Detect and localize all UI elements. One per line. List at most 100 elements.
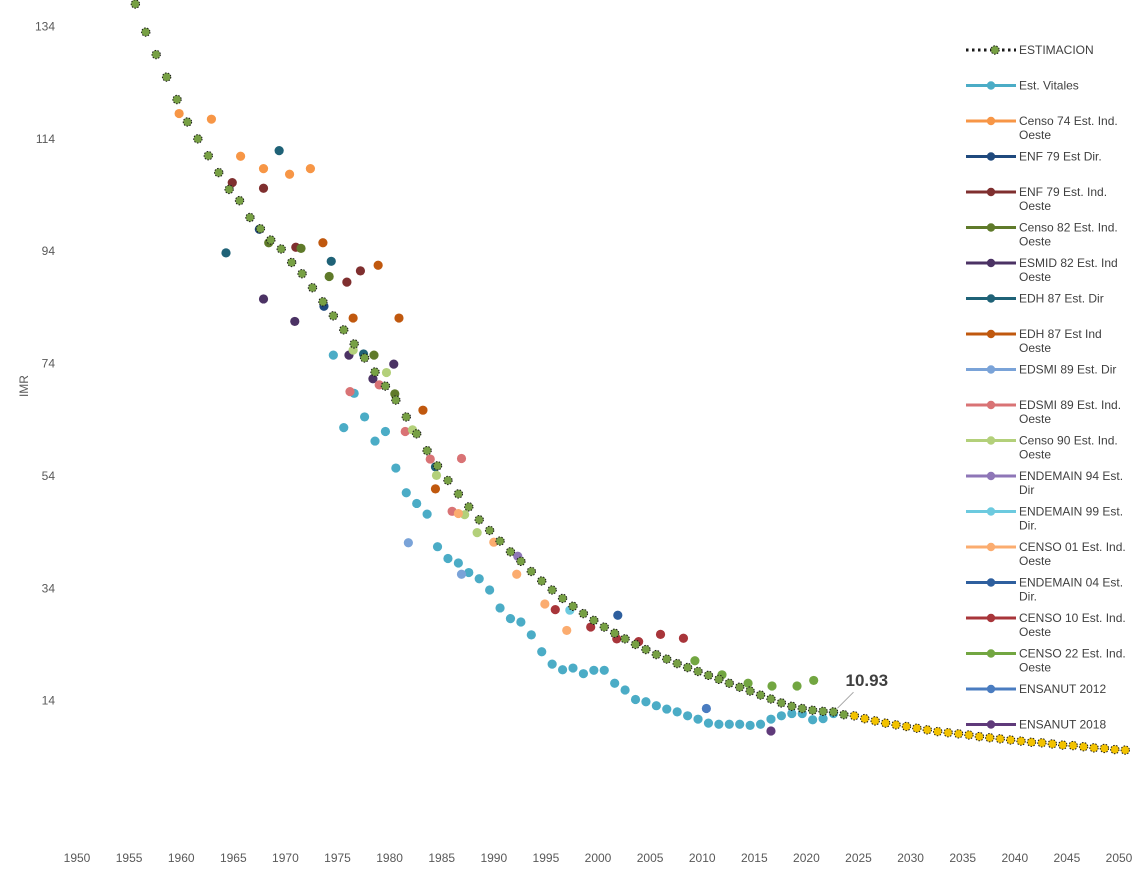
series-point [464, 567, 474, 578]
legend-label: Est. Vitales [1019, 79, 1079, 93]
series-point [326, 256, 336, 266]
x-tick-label: 2020 [793, 851, 820, 865]
estimation-point [307, 283, 318, 293]
series-point [743, 678, 753, 688]
x-tick-label: 1975 [324, 851, 351, 865]
estimation-point [318, 297, 328, 307]
estimation-point [807, 705, 818, 715]
series-point [318, 238, 328, 248]
estimation-point [380, 381, 391, 391]
estimation-point [766, 694, 776, 704]
x-tick-label: 2045 [1054, 851, 1081, 865]
projection-point [860, 713, 870, 724]
series-point [512, 569, 522, 579]
legend-item: ENDEMAIN 04 Est. Dir. [966, 576, 1123, 604]
estimation-point [693, 666, 703, 677]
estimation-point [453, 489, 464, 499]
estimation-point [495, 536, 505, 546]
x-tick-label: 1970 [272, 851, 299, 865]
series-point [655, 629, 666, 639]
legend-item: ENDEMAIN 99 Est. Dir. [966, 505, 1123, 533]
series-point [401, 488, 411, 498]
projection-point [974, 731, 985, 742]
projection-point [1068, 740, 1078, 751]
estimation-point [745, 686, 755, 696]
estimation-point [141, 27, 151, 37]
x-tick-label: 1950 [64, 851, 91, 865]
x-tick-label: 1955 [116, 851, 143, 865]
legend-marker [986, 720, 996, 729]
legend-item: ENDEMAIN 94 Est. Dir [966, 469, 1123, 497]
estimation-point [286, 257, 297, 268]
estimation-point [276, 244, 286, 254]
series-point [381, 367, 392, 378]
series-point [342, 277, 352, 287]
series-point [809, 675, 819, 686]
projection-point [1026, 737, 1037, 747]
series-point [562, 625, 572, 636]
x-tick-label: 2005 [637, 851, 664, 865]
x-tick-label: 2000 [585, 851, 612, 865]
legend-marker [986, 649, 996, 658]
y-tick-label: 34 [42, 581, 56, 595]
estimation-point [224, 184, 234, 195]
legend-item: Est. Vitales [966, 79, 1079, 93]
estimation-point [526, 566, 537, 577]
estimation-point [578, 608, 589, 619]
estimation-point [516, 556, 526, 567]
projection-point [1047, 739, 1058, 749]
legend-item: ENF 79 Est. Ind. Oeste [966, 185, 1107, 213]
estimation-point [464, 502, 474, 512]
legend-marker [986, 294, 996, 303]
y-tick-label: 134 [35, 19, 55, 33]
legend-item: ENF 79 Est Dir. [966, 150, 1102, 164]
estimation-point [839, 709, 849, 720]
legend-item: EDH 87 Est Ind Oeste [966, 327, 1102, 355]
series-point [472, 528, 482, 538]
x-tick-label: 2050 [1106, 851, 1133, 865]
x-tick-label: 2025 [845, 851, 872, 865]
estimation-point [443, 475, 453, 486]
series-point [547, 659, 557, 669]
series-point [505, 614, 516, 624]
legend-label: EDH 87 Est. Dir [1019, 292, 1104, 306]
series-point [355, 266, 366, 276]
estimation-point [401, 412, 411, 422]
series-point [662, 704, 672, 714]
estimation-point [630, 639, 641, 650]
series-point [430, 484, 441, 494]
legend-label: ENDEMAIN 94 Est. Dir [1019, 469, 1123, 497]
estimation-point [557, 593, 568, 604]
series-point [258, 164, 269, 174]
series-point [568, 663, 578, 673]
legend-marker [986, 400, 996, 410]
projection-point [985, 733, 995, 743]
series-point [613, 610, 623, 620]
legend-label: EDSMI 89 Est. Dir [1019, 363, 1116, 377]
series-point [391, 463, 401, 473]
estimation-point [203, 150, 213, 161]
legend-marker [986, 578, 996, 587]
series-point [540, 599, 550, 609]
series-point [792, 681, 802, 691]
estimation-point [151, 49, 161, 60]
estimation-point [474, 515, 484, 525]
series-point [348, 313, 358, 323]
series-point [328, 350, 338, 360]
series-point [258, 183, 269, 193]
series-point [174, 108, 184, 119]
callout-leader-line [837, 691, 854, 709]
x-tick-label: 2040 [1001, 851, 1028, 865]
estimation-point [255, 224, 266, 234]
projection-point [995, 734, 1005, 744]
legend-marker [986, 507, 996, 516]
series-point [432, 542, 443, 552]
x-tick-label: 2030 [897, 851, 924, 865]
y-tick-label: 94 [42, 244, 56, 258]
series-point [258, 294, 269, 304]
series-point [537, 647, 547, 657]
estimation-point [755, 690, 766, 700]
projection-point [849, 711, 860, 721]
series-point [714, 719, 724, 729]
x-tick-label: 1985 [428, 851, 455, 865]
